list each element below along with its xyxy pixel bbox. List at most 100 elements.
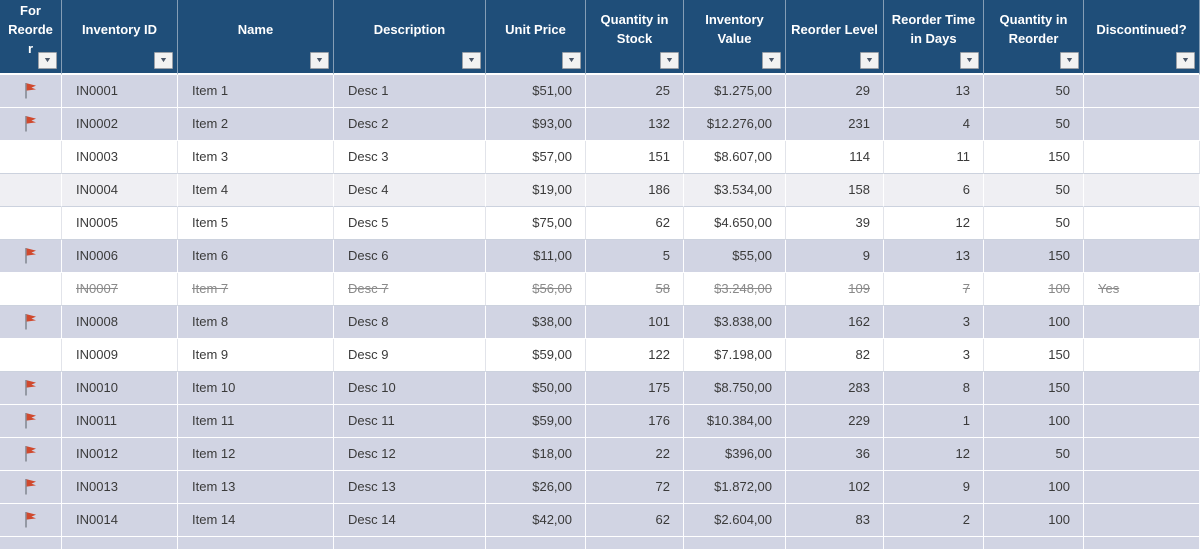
cell-discontinued[interactable] — [1084, 470, 1200, 504]
cell-reorder-level[interactable]: 158 — [786, 173, 884, 207]
reorder-flag-cell[interactable] — [0, 437, 62, 471]
cell-unit-price[interactable]: $26,00 — [486, 470, 586, 504]
cell-inventory-id[interactable]: IN0006 — [62, 239, 178, 273]
column-header-reorder-time-in-days[interactable]: Reorder Time in Days ▼ — [884, 0, 984, 75]
column-header-description[interactable]: Description ▼ — [334, 0, 486, 75]
cell-reorder-time-in-days[interactable]: 11 — [884, 140, 984, 174]
cell-description[interactable]: Desc 4 — [334, 173, 486, 207]
reorder-flag-cell[interactable] — [0, 173, 62, 207]
filter-dropdown-button[interactable]: ▼ — [38, 51, 57, 69]
filter-dropdown-button[interactable]: ▼ — [154, 51, 173, 69]
cell-unit-price[interactable]: $38,00 — [486, 305, 586, 339]
cell-inventory-id[interactable]: IN0012 — [62, 437, 178, 471]
cell-inventory-id[interactable]: IN0004 — [62, 173, 178, 207]
cell-discontinued[interactable] — [1084, 371, 1200, 405]
cell-discontinued[interactable] — [1084, 206, 1200, 240]
reorder-flag-cell[interactable] — [0, 239, 62, 273]
cell-quantity-in-stock[interactable]: 101 — [586, 305, 684, 339]
cell-name[interactable]: Item 1 — [178, 74, 334, 108]
cell-description[interactable]: Desc 11 — [334, 404, 486, 438]
filter-dropdown-button[interactable]: ▼ — [1176, 51, 1195, 69]
cell-reorder-level[interactable]: 229 — [786, 404, 884, 438]
cell-discontinued[interactable]: Yes — [1084, 272, 1200, 306]
cell-name[interactable]: Item 7 — [178, 272, 334, 306]
cell-unit-price[interactable]: $59,00 — [486, 338, 586, 372]
cell-quantity-in-reorder[interactable]: 150 — [984, 140, 1084, 174]
cell-quantity-in-stock[interactable]: 186 — [586, 173, 684, 207]
cell-description[interactable]: Desc 7 — [334, 272, 486, 306]
cell-description[interactable]: Desc 1 — [334, 74, 486, 108]
cell-reorder-time-in-days[interactable]: 3 — [884, 305, 984, 339]
cell-unit-price[interactable]: $75,00 — [486, 206, 586, 240]
cell-unit-price[interactable]: $42,00 — [486, 503, 586, 537]
cell-reorder-time-in-days[interactable]: 13 — [884, 74, 984, 108]
reorder-flag-cell[interactable] — [0, 404, 62, 438]
cell-quantity-in-stock[interactable]: 176 — [586, 404, 684, 438]
filter-dropdown-button[interactable]: ▼ — [960, 51, 979, 69]
cell-reorder-level[interactable]: 231 — [786, 107, 884, 141]
cell-inventory-value[interactable]: $396,00 — [684, 437, 786, 471]
cell-name[interactable]: Item 12 — [178, 437, 334, 471]
cell-reorder-time-in-days[interactable]: 13 — [884, 239, 984, 273]
cell-quantity-in-stock[interactable]: 151 — [586, 140, 684, 174]
cell-quantity-in-reorder[interactable]: 50 — [984, 107, 1084, 141]
filter-dropdown-button[interactable]: ▼ — [860, 51, 879, 69]
cell-quantity-in-reorder[interactable]: 100 — [984, 470, 1084, 504]
cell-quantity-in-reorder[interactable]: 150 — [984, 371, 1084, 405]
filter-dropdown-button[interactable]: ▼ — [762, 51, 781, 69]
cell-inventory-value[interactable]: $8.607,00 — [684, 140, 786, 174]
cell-reorder-level[interactable]: 114 — [786, 140, 884, 174]
cell-inventory-id[interactable]: IN0005 — [62, 206, 178, 240]
cell-description[interactable]: Desc 10 — [334, 371, 486, 405]
cell-reorder-level[interactable]: 109 — [786, 272, 884, 306]
cell-discontinued[interactable] — [1084, 173, 1200, 207]
reorder-flag-cell[interactable] — [0, 107, 62, 141]
cell-quantity-in-reorder[interactable]: 100 — [984, 503, 1084, 537]
reorder-flag-cell[interactable] — [0, 338, 62, 372]
cell-description[interactable]: Desc 9 — [334, 338, 486, 372]
cell-name[interactable]: Item 6 — [178, 239, 334, 273]
cell-name[interactable]: Item 9 — [178, 338, 334, 372]
cell-quantity-in-stock[interactable]: 175 — [586, 371, 684, 405]
cell-reorder-level[interactable]: 9 — [786, 239, 884, 273]
cell-reorder-level[interactable]: 283 — [786, 371, 884, 405]
column-header-inventory-value[interactable]: Inventory Value ▼ — [684, 0, 786, 75]
cell-inventory-id[interactable]: IN0010 — [62, 371, 178, 405]
cell-quantity-in-stock[interactable]: 62 — [586, 206, 684, 240]
cell-discontinued[interactable] — [1084, 503, 1200, 537]
cell-quantity-in-stock[interactable]: 58 — [586, 272, 684, 306]
cell-description[interactable]: Desc 6 — [334, 239, 486, 273]
cell-inventory-value[interactable]: $3.838,00 — [684, 305, 786, 339]
cell-quantity-in-reorder[interactable]: 50 — [984, 74, 1084, 108]
cell-discontinued[interactable] — [1084, 305, 1200, 339]
cell-inventory-id[interactable]: IN0003 — [62, 140, 178, 174]
cell-description[interactable]: Desc 3 — [334, 140, 486, 174]
reorder-flag-cell[interactable] — [0, 503, 62, 537]
cell-inventory-value[interactable]: $55,00 — [684, 239, 786, 273]
cell-inventory-value[interactable]: $12.276,00 — [684, 107, 786, 141]
cell-discontinued[interactable] — [1084, 107, 1200, 141]
cell-inventory-value[interactable]: $8.750,00 — [684, 371, 786, 405]
cell-reorder-time-in-days[interactable]: 7 — [884, 272, 984, 306]
cell-unit-price[interactable]: $59,00 — [486, 404, 586, 438]
cell-quantity-in-reorder[interactable]: 100 — [984, 404, 1084, 438]
cell-discontinued[interactable] — [1084, 239, 1200, 273]
cell-inventory-value[interactable]: $1.275,00 — [684, 74, 786, 108]
cell-inventory-id[interactable]: IN0013 — [62, 470, 178, 504]
cell-quantity-in-stock[interactable]: 72 — [586, 470, 684, 504]
cell-reorder-time-in-days[interactable]: 2 — [884, 503, 984, 537]
cell-reorder-level[interactable]: 102 — [786, 470, 884, 504]
cell-quantity-in-reorder[interactable]: 50 — [984, 206, 1084, 240]
cell-name[interactable]: Item 8 — [178, 305, 334, 339]
cell-inventory-id[interactable]: IN0002 — [62, 107, 178, 141]
filter-dropdown-button[interactable]: ▼ — [562, 51, 581, 69]
cell-description[interactable]: Desc 8 — [334, 305, 486, 339]
cell-name[interactable]: Item 3 — [178, 140, 334, 174]
cell-name[interactable]: Item 5 — [178, 206, 334, 240]
cell-inventory-value[interactable]: $2.604,00 — [684, 503, 786, 537]
column-header-name[interactable]: Name ▼ — [178, 0, 334, 75]
cell-inventory-id[interactable]: IN0008 — [62, 305, 178, 339]
cell-unit-price[interactable]: $51,00 — [486, 74, 586, 108]
cell-quantity-in-stock[interactable]: 25 — [586, 74, 684, 108]
column-header-quantity-in-reorder[interactable]: Quantity in Reorder ▼ — [984, 0, 1084, 75]
